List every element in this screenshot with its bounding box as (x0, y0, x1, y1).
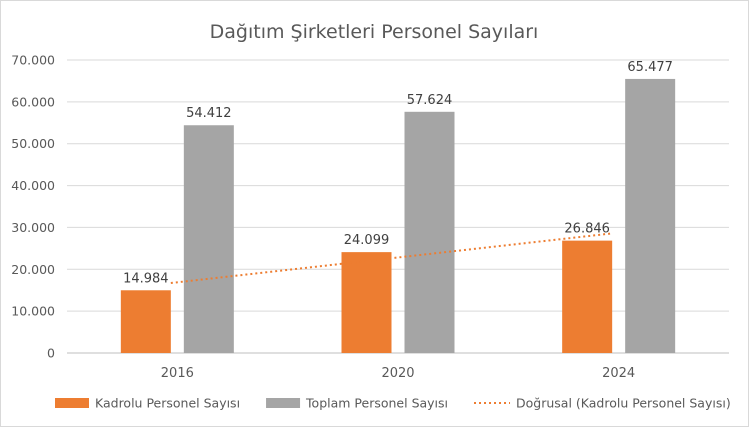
bar (562, 240, 613, 353)
y-tick-label: 10.000 (11, 304, 55, 319)
legend: Kadrolu Personel Sayısı Toplam Personel S… (55, 396, 731, 411)
data-label: 26.846 (564, 222, 610, 237)
legend-label: Kadrolu Personel Sayısı (95, 396, 240, 411)
y-tick-label: 40.000 (11, 178, 55, 193)
legend-swatch (266, 398, 301, 408)
bar (120, 290, 171, 353)
y-tick-label: 20.000 (11, 262, 55, 277)
y-tick-label: 60.000 (11, 94, 55, 109)
bar (341, 252, 392, 353)
trendline-line (170, 232, 613, 285)
x-tick-label: 2020 (381, 366, 414, 381)
trendline (170, 232, 613, 285)
data-labels: 14.984 24.099 26.846 54.412 57.624 65.477 (123, 60, 673, 286)
legend-swatch (55, 398, 89, 408)
bar (183, 125, 234, 353)
bar (404, 111, 455, 353)
chart-title: Dağıtım Şirketleri Personel Sayıları (210, 21, 539, 43)
data-label: 54.412 (186, 106, 232, 121)
bar (625, 78, 676, 354)
y-axis: 0 10.000 20.000 30.000 40.000 50.000 60.000 70.… (11, 53, 55, 361)
data-label: 24.099 (344, 233, 390, 248)
y-tick-label: 50.000 (11, 136, 55, 151)
data-label: 57.624 (407, 93, 453, 108)
data-label: 14.984 (123, 271, 169, 286)
bars (120, 78, 676, 354)
x-axis: 2016 2020 2024 (161, 366, 635, 381)
y-tick-label: 30.000 (11, 220, 55, 235)
x-tick-label: 2016 (161, 366, 194, 381)
legend-label: Toplam Personel Sayısı (305, 396, 448, 411)
data-label: 65.477 (627, 60, 673, 75)
y-tick-label: 0 (47, 346, 55, 361)
legend-label: Doğrusal (Kadrolu Personel Sayısı) (516, 396, 731, 411)
gridlines (67, 59, 729, 354)
y-tick-label: 70.000 (11, 53, 55, 68)
x-tick-label: 2024 (602, 366, 635, 381)
